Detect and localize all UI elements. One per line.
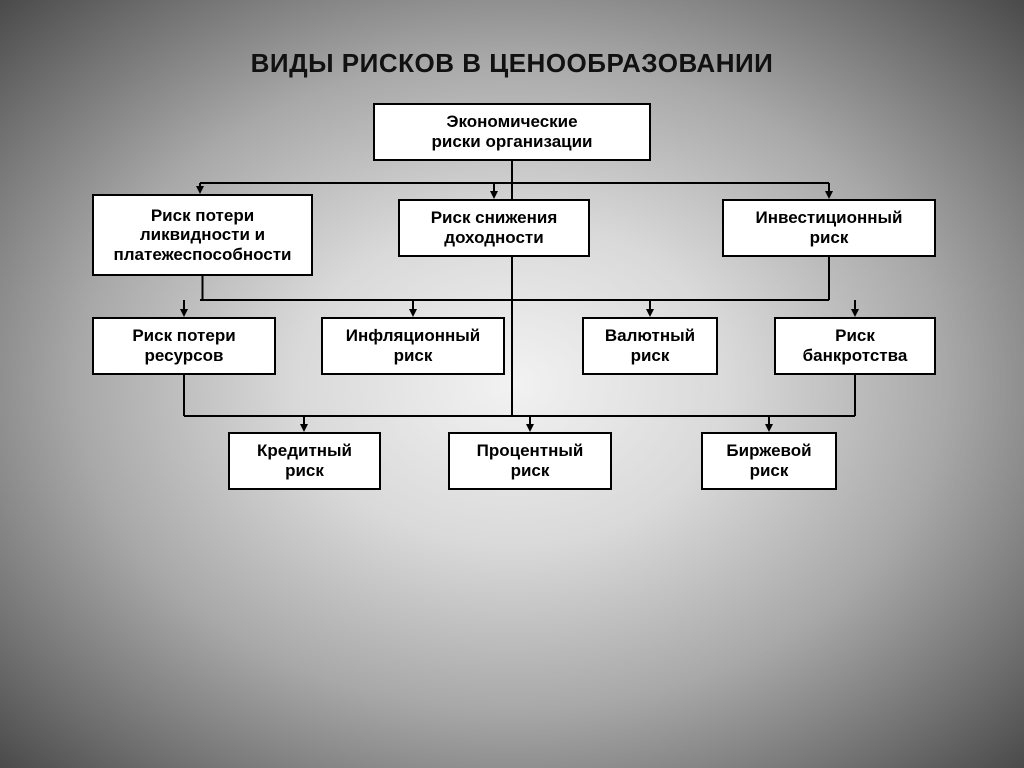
node-resource: Риск потери ресурсов: [92, 317, 276, 375]
node-invest: Инвестиционный риск: [722, 199, 936, 257]
node-exchange: Биржевой риск: [701, 432, 837, 490]
node-percent: Процентный риск: [448, 432, 612, 490]
node-currency: Валютный риск: [582, 317, 718, 375]
diagram-stage: ВИДЫ РИСКОВ В ЦЕНООБРАЗОВАНИИ Экономичес…: [0, 0, 1024, 768]
page-title: ВИДЫ РИСКОВ В ЦЕНООБРАЗОВАНИИ: [0, 48, 1024, 79]
node-credit: Кредитный риск: [228, 432, 381, 490]
node-bankrupt: Риск банкротства: [774, 317, 936, 375]
node-root: Экономические риски организации: [373, 103, 651, 161]
node-liq: Риск потери ликвидности и платежеспособн…: [92, 194, 313, 276]
node-infl: Инфляционный риск: [321, 317, 505, 375]
node-profit: Риск снижения доходности: [398, 199, 590, 257]
